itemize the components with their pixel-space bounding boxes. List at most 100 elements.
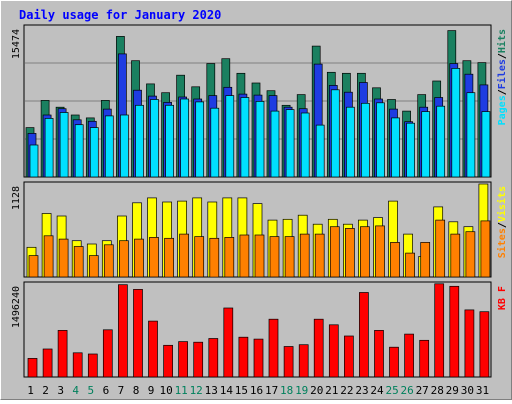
legend-entry: Sites [496,228,508,258]
bar-sites-24 [375,225,385,278]
x-tick-label-24: 24 [370,384,384,397]
bar-kb-f-24 [374,330,384,378]
x-tick-label-30: 30 [461,384,474,397]
x-tick-label-10: 10 [159,384,172,397]
bar-kb-f-26 [404,333,414,378]
bar-kb-f-17 [268,318,279,378]
bar-sites-31 [480,220,491,278]
x-tick-label-22: 22 [340,384,353,397]
x-tick-label-28: 28 [431,384,444,397]
bar-pages-8 [135,104,144,178]
bar-kb-f-4 [72,352,83,378]
x-tick-label-26: 26 [400,384,413,397]
bar-pages-12 [195,101,205,178]
bar-sites-22 [345,228,355,278]
legend-entry: KB [497,298,508,310]
bar-sites-13 [209,237,220,278]
panel-kbytes: 1496240 KB F [11,281,508,378]
bar-sites-26 [405,252,415,278]
x-tick-label-16: 16 [250,384,263,397]
bar-pages-1 [29,144,39,178]
bar-sites-21 [329,226,340,278]
bar-pages-7 [120,114,129,178]
legend-entry: / [497,89,508,95]
x-tick-label-6: 6 [103,384,110,397]
bar-pages-5 [89,127,99,178]
bar-pages-20 [315,124,325,178]
bar-pages-31 [481,111,491,178]
x-tick-label-23: 23 [355,384,368,397]
bar-sites-12 [194,236,205,278]
ymax-label-visits: 1128 [11,186,22,210]
bar-kb-f-6 [102,329,113,378]
bar-sites-7 [119,240,129,278]
bar-pages-6 [104,115,114,178]
bar-sites-5 [88,255,99,278]
x-tick-label-8: 8 [133,384,140,397]
x-tick-label-27: 27 [416,384,429,397]
bar-pages-16 [255,101,265,178]
ymax-label-kbytes: 1496240 [11,286,22,328]
bar-kb-f-18 [283,346,294,378]
bar-kb-f-27 [419,339,430,378]
bar-sites-18 [284,236,295,278]
x-tick-label-11: 11 [175,384,188,397]
x-tick-label-12: 12 [190,384,203,397]
bar-kb-f-22 [344,335,354,378]
bar-sites-10 [164,237,174,278]
bar-sites-30 [465,231,476,278]
bar-sites-8 [134,238,144,278]
x-axis-labels: 1 2 3 4 5 6 7 8 9 10 11 12 13 14 15 16 17 18 19 20 21 22 23 24 2… [27,384,489,397]
bar-pages-24 [376,102,385,178]
bar-kb-f-10 [163,344,173,378]
bar-kb-f-2 [42,348,53,378]
bar-kb-f-9 [148,320,158,378]
bar-sites-25 [390,242,400,278]
legend-entry: F [497,286,508,292]
bar-kb-f-7 [118,284,128,378]
bar-kb-f-20 [313,318,324,378]
bar-sites-9 [149,237,159,278]
bar-sites-4 [73,246,84,278]
bar-kb-f-11 [178,341,188,378]
panel-visits: 1128 Sites/Visits [11,181,508,278]
bar-pages-21 [330,89,340,178]
legend-requests: Pages/Files/Hits [496,29,508,125]
x-tick-label-21: 21 [325,384,338,397]
bar-sites-28 [435,219,446,278]
bar-sites-16 [254,234,265,278]
bar-kb-f-3 [57,330,68,378]
x-tick-label-18: 18 [280,384,293,397]
bar-pages-2 [44,118,54,178]
chart-title: Daily usage for January 2020 [19,8,221,22]
bar-sites-23 [360,226,370,278]
legend-kbytes: KB F [497,286,508,310]
bar-kb-f-29 [449,285,460,378]
bar-kb-f-14 [223,307,234,378]
bar-pages-30 [466,92,476,178]
bar-pages-26 [406,122,415,178]
bar-kb-f-30 [464,309,475,378]
bar-pages-17 [270,110,280,178]
bar-kb-f-23 [359,292,369,378]
bar-pages-27 [421,111,431,178]
x-tick-label-2: 2 [42,384,49,397]
bar-pages-22 [346,106,355,178]
bar-pages-14 [225,95,235,178]
legend-entry: / [497,53,508,59]
bar-pages-4 [74,124,84,178]
legend-entry: Visits [496,186,508,222]
x-tick-label-17: 17 [265,384,278,397]
bar-pages-23 [361,102,370,178]
bar-kb-f-8 [133,289,143,378]
bar-pages-29 [451,68,461,178]
x-tick-label-5: 5 [87,384,94,397]
x-tick-label-4: 4 [72,384,79,397]
bar-sites-15 [239,234,250,278]
legend-entry: Pages [497,95,508,125]
bar-sites-29 [450,233,461,278]
x-tick-label-3: 3 [57,384,64,397]
